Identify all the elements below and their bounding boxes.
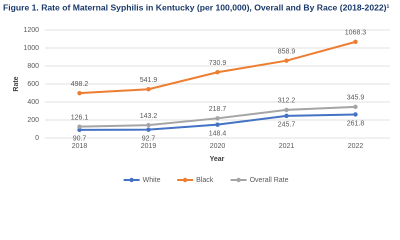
x-tick-label: 2018 <box>72 143 88 150</box>
data-point <box>353 104 358 110</box>
x-tick-label: 2022 <box>348 143 364 150</box>
y-axis-title: Rate <box>13 76 20 91</box>
background <box>0 0 400 194</box>
chart-title: Figure 1. Rate of Maternal Syphilis in K… <box>3 2 390 12</box>
data-point <box>77 127 82 133</box>
data-label: 245.7 <box>278 122 296 129</box>
data-label: 148.4 <box>209 130 227 137</box>
legend-marker <box>182 177 188 183</box>
y-tick-label: 0 <box>35 135 39 142</box>
x-axis-title: Year <box>210 156 225 163</box>
data-label: 218.7 <box>209 106 227 113</box>
data-point <box>146 127 151 132</box>
data-point <box>77 124 82 129</box>
data-point <box>215 122 220 127</box>
data-label: 261.8 <box>347 120 365 127</box>
data-point <box>353 39 358 45</box>
y-tick-label: 400 <box>27 99 39 106</box>
x-tick-label: 2020 <box>210 143 226 150</box>
data-label: 730.9 <box>209 60 227 67</box>
data-label: 498.2 <box>71 81 89 88</box>
legend-marker <box>129 177 134 183</box>
y-tick-label: 1000 <box>23 45 39 52</box>
y-tick-label: 600 <box>27 81 39 88</box>
legend-label: Black <box>196 177 214 184</box>
data-label: 143.2 <box>140 113 158 120</box>
y-tick-label: 200 <box>27 117 39 124</box>
y-tick-label: 800 <box>27 63 39 70</box>
data-point <box>215 116 220 121</box>
data-label: 312.2 <box>278 98 296 105</box>
data-label: 126.1 <box>71 114 89 121</box>
data-point <box>284 113 289 119</box>
data-point <box>215 70 220 75</box>
data-label: 90.7 <box>73 136 87 143</box>
data-label: 541.9 <box>140 77 158 84</box>
legend-label: White <box>143 177 161 184</box>
y-tick-label: 1200 <box>23 27 39 34</box>
data-label: 345.9 <box>347 95 365 102</box>
data-point <box>353 112 358 117</box>
data-label: 858.9 <box>278 49 296 56</box>
data-point <box>284 107 289 113</box>
data-point <box>146 122 151 128</box>
data-label: 1068.3 <box>345 30 367 37</box>
data-point <box>77 90 82 96</box>
data-label: 92.7 <box>142 136 156 143</box>
data-point <box>146 87 151 92</box>
legend-label: Overall Rate <box>250 177 289 184</box>
chart: Figure 1. Rate of Maternal Syphilis in K… <box>0 0 400 194</box>
legend-marker <box>236 177 241 183</box>
x-tick-label: 2021 <box>279 143 295 150</box>
data-point <box>284 58 289 63</box>
x-tick-label: 2019 <box>141 143 157 150</box>
